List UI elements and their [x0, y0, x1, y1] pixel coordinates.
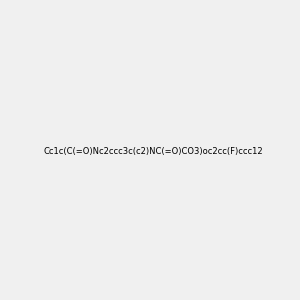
Text: Cc1c(C(=O)Nc2ccc3c(c2)NC(=O)CO3)oc2cc(F)ccc12: Cc1c(C(=O)Nc2ccc3c(c2)NC(=O)CO3)oc2cc(F)… [44, 147, 264, 156]
